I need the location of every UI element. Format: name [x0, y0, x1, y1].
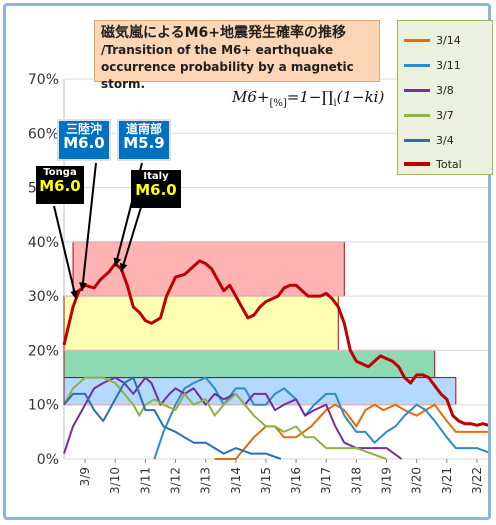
chart-title-box: 磁気嵐によるM6+地震発生確率の推移 /Transition of the M6… [94, 20, 380, 91]
series-line-total [62, 259, 488, 427]
legend-swatch-3-7 [404, 113, 430, 117]
legend-swatch-3-11 [404, 63, 430, 67]
legend-label-3-4: 3/4 [436, 133, 454, 147]
arrow-tonga-head [70, 290, 78, 299]
x-tick-label: 3/10 [108, 467, 122, 494]
x-tick-label: 3/13 [199, 467, 213, 494]
legend-label-3-8: 3/8 [436, 83, 454, 97]
annotation-doto-mag: M5.9 [123, 133, 165, 152]
probability-formula: M6+[%]=1−∏i(1−ki) [232, 88, 384, 109]
chart-title-jp: 磁気嵐によるM6+地震発生確率の推移 [101, 25, 346, 41]
chart-title-en-line2: occurrence probability by a magnetic sto… [101, 60, 354, 91]
x-tick-label: 3/20 [410, 467, 424, 494]
annotation-italy-label: Italy [143, 171, 169, 182]
series-line-3-7 [63, 376, 387, 460]
y-tick-label: 40% [28, 235, 59, 251]
annotation-sanriku-label: 三陸沖 [65, 122, 102, 136]
y-tick-label: 0% [37, 452, 59, 468]
arrow-italy-head [119, 262, 128, 272]
annotation-italy-mag: M6.0 [135, 180, 177, 199]
chart-title-en-line1: /Transition of the M6+ earthquake [101, 43, 334, 57]
arrow-doto-head [113, 257, 122, 267]
legend-swatch-3-14 [404, 38, 430, 42]
probability-band-2 [63, 349, 436, 379]
annotation-tonga-mag: M6.0 [39, 176, 81, 195]
probability-band-0 [72, 241, 345, 297]
chart-legend: 3/14 3/11 3/8 3/7 3/4 Total [397, 20, 493, 175]
legend-item-3-8: 3/8 [404, 83, 454, 97]
x-tick-label: 3/14 [229, 467, 243, 494]
formula-lhs: M6+ [232, 88, 270, 106]
y-tick-label: 10% [28, 398, 59, 414]
y-tick-label: 60% [28, 126, 59, 142]
annotation-doto-label: 道南部 [125, 122, 162, 136]
legend-label-3-7: 3/7 [436, 108, 454, 122]
x-tick-label: 3/22 [470, 467, 484, 494]
arrow-sanriku-head [79, 282, 87, 291]
arrow-tonga [53, 205, 78, 300]
x-tick-label: 3/16 [289, 467, 303, 494]
formula-index: i [333, 98, 337, 109]
x-tick-label: 3/21 [440, 467, 454, 494]
x-tick-label: 3/12 [169, 467, 183, 494]
annotation-sanriku: 三陸沖 M6.0 [57, 119, 111, 161]
legend-item-3-11: 3/11 [404, 58, 461, 72]
annotation-italy: Italy M6.0 [131, 170, 181, 208]
x-tick-label: 3/15 [259, 467, 273, 494]
chart-frame: 0%10%20%30%40%50%60%70%3/93/103/113/123/… [3, 3, 493, 520]
x-tick-label: 3/19 [380, 467, 394, 494]
legend-swatch-total [404, 162, 430, 166]
probability-band-1 [63, 295, 339, 351]
legend-swatch-3-4 [404, 138, 430, 142]
formula-tail: (1−ki) [336, 88, 385, 106]
y-tick-label: 30% [28, 289, 59, 305]
y-tick-label: 70% [28, 72, 59, 88]
formula-sub: [%] [269, 98, 287, 109]
legend-item-3-7: 3/7 [404, 108, 454, 122]
x-tick-label: 3/17 [319, 467, 333, 494]
series-line-3-8 [63, 376, 403, 460]
annotation-tonga: Tonga M6.0 [36, 166, 84, 204]
legend-item-3-14: 3/14 [404, 33, 461, 47]
legend-swatch-3-8 [404, 88, 430, 92]
annotation-tonga-label: Tonga [43, 167, 77, 178]
formula-rhs: =1−∏ [286, 88, 334, 106]
arrow-italy [120, 203, 143, 273]
legend-item-3-4: 3/4 [404, 133, 454, 147]
x-tick-label: 3/11 [138, 467, 152, 494]
annotation-doto: 道南部 M5.9 [117, 119, 171, 161]
x-tick-label: 3/18 [349, 467, 363, 494]
legend-label-total: Total [436, 157, 462, 171]
arrow-sanriku [81, 162, 97, 291]
y-tick-label: 20% [28, 343, 59, 359]
legend-label-3-14: 3/14 [436, 33, 461, 47]
series-line-3-11 [153, 376, 488, 460]
annotation-sanriku-mag: M6.0 [63, 133, 105, 152]
x-tick-label: 3/9 [78, 467, 92, 486]
series-line-3-4 [63, 376, 282, 460]
legend-label-3-11: 3/11 [436, 58, 461, 72]
legend-item-total: Total [404, 157, 462, 171]
